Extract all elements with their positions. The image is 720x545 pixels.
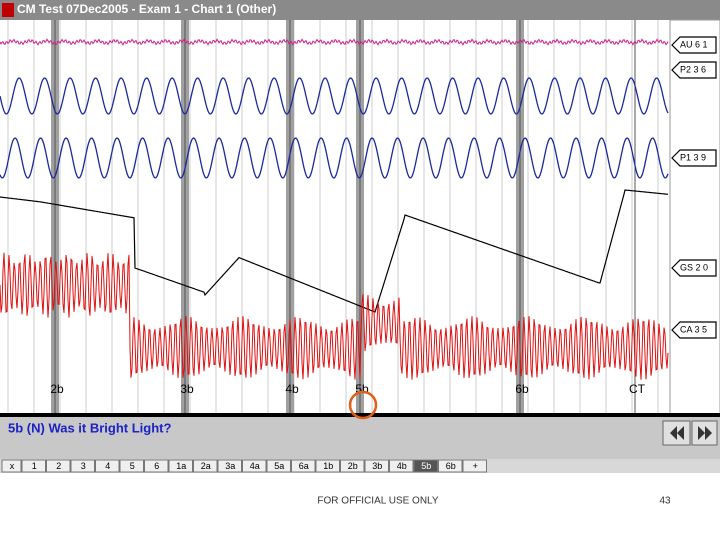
chart-tab[interactable] (242, 459, 267, 473)
window-title: CM Test 07Dec2005 - Exam 1 - Chart 1 (Ot… (17, 2, 276, 16)
chart-tab-label: 6a (299, 461, 309, 471)
chart-tab[interactable] (438, 459, 463, 473)
chart-tab-label: 5a (274, 461, 284, 471)
chart-tab[interactable] (462, 459, 487, 473)
channel-tag (671, 61, 717, 79)
chart-tab-label: 4 (105, 461, 110, 471)
chart-tab[interactable] (95, 459, 120, 473)
chart-tab[interactable] (144, 459, 169, 473)
marker-label: CT (629, 382, 646, 396)
marker-label: 3b (180, 382, 194, 396)
label-panel (669, 19, 720, 416)
chart-tab[interactable] (266, 459, 291, 473)
rewind-icon (670, 426, 684, 440)
chart-tab[interactable] (168, 459, 193, 473)
page-number: 43 (659, 496, 671, 507)
question-text: 5b (N) Was it Bright Light? (8, 420, 171, 435)
channel-label: P2 3 6 (680, 64, 706, 74)
pneumo-lower-wave (0, 77, 669, 115)
chart-tab-label: 2b (348, 461, 358, 471)
chart-tab[interactable] (46, 459, 71, 473)
chart-tab-label: 3a (225, 461, 235, 471)
chart-tab[interactable] (291, 459, 316, 473)
chart-tab[interactable] (364, 459, 389, 473)
chart-tab-label: 3 (81, 461, 86, 471)
chart-tab-label: 6 (154, 461, 159, 471)
channel-label: CA 3 5 (680, 324, 707, 334)
channel-tag (671, 259, 717, 277)
chart-tab-label: 4a (250, 461, 260, 471)
footer-classification: FOR OFFICIAL USE ONLY (317, 496, 438, 507)
marker-label: 4b (285, 382, 299, 396)
chart-tab-label: + (473, 461, 478, 471)
chart-tab[interactable] (70, 459, 95, 473)
pneumo-upper-wave (0, 38, 669, 46)
cardio-wave (0, 252, 669, 380)
chart-tab-label: 2 (56, 461, 61, 471)
pneumo-p1-wave (0, 137, 669, 179)
chart-tab-label: 5b (421, 461, 431, 471)
channel-tag (671, 149, 717, 167)
channel-label: AU 6 1 (680, 39, 708, 49)
chart-tab-label: 6b (446, 461, 456, 471)
chart-tab[interactable] (389, 459, 414, 473)
chart-tab-label: 5 (130, 461, 135, 471)
chart-tab[interactable] (1, 459, 22, 473)
forward-icon (698, 426, 712, 440)
chart-tab[interactable] (21, 459, 46, 473)
chart-tab[interactable] (217, 459, 242, 473)
chart-tab-label: 2a (201, 461, 211, 471)
chart-tab[interactable] (193, 459, 218, 473)
chart-tab[interactable] (413, 459, 438, 473)
chart-tab-label: 3b (372, 461, 382, 471)
channel-tag (671, 36, 717, 54)
eda-wave (0, 189, 669, 313)
channel-tag (671, 321, 717, 339)
chart-tab-label: x (10, 461, 15, 471)
chart-tab-label: 1b (323, 461, 333, 471)
channel-label: GS 2 0 (680, 262, 708, 272)
chart-tab-label: 4b (397, 461, 407, 471)
marker-label: 6b (515, 382, 529, 396)
timeline-bar (0, 413, 720, 417)
marker-label: 2b (50, 382, 64, 396)
highlight-circle (348, 390, 378, 420)
question-panel (0, 417, 720, 459)
app-icon (2, 3, 14, 17)
chart-tab-label: 1a (176, 461, 186, 471)
chart-tab[interactable] (340, 459, 365, 473)
channel-label: P1 3 9 (680, 152, 706, 162)
chart-tab[interactable] (315, 459, 340, 473)
title-bar (0, 0, 720, 20)
chart-tab-label: 1 (32, 461, 37, 471)
chart-tab[interactable] (119, 459, 144, 473)
